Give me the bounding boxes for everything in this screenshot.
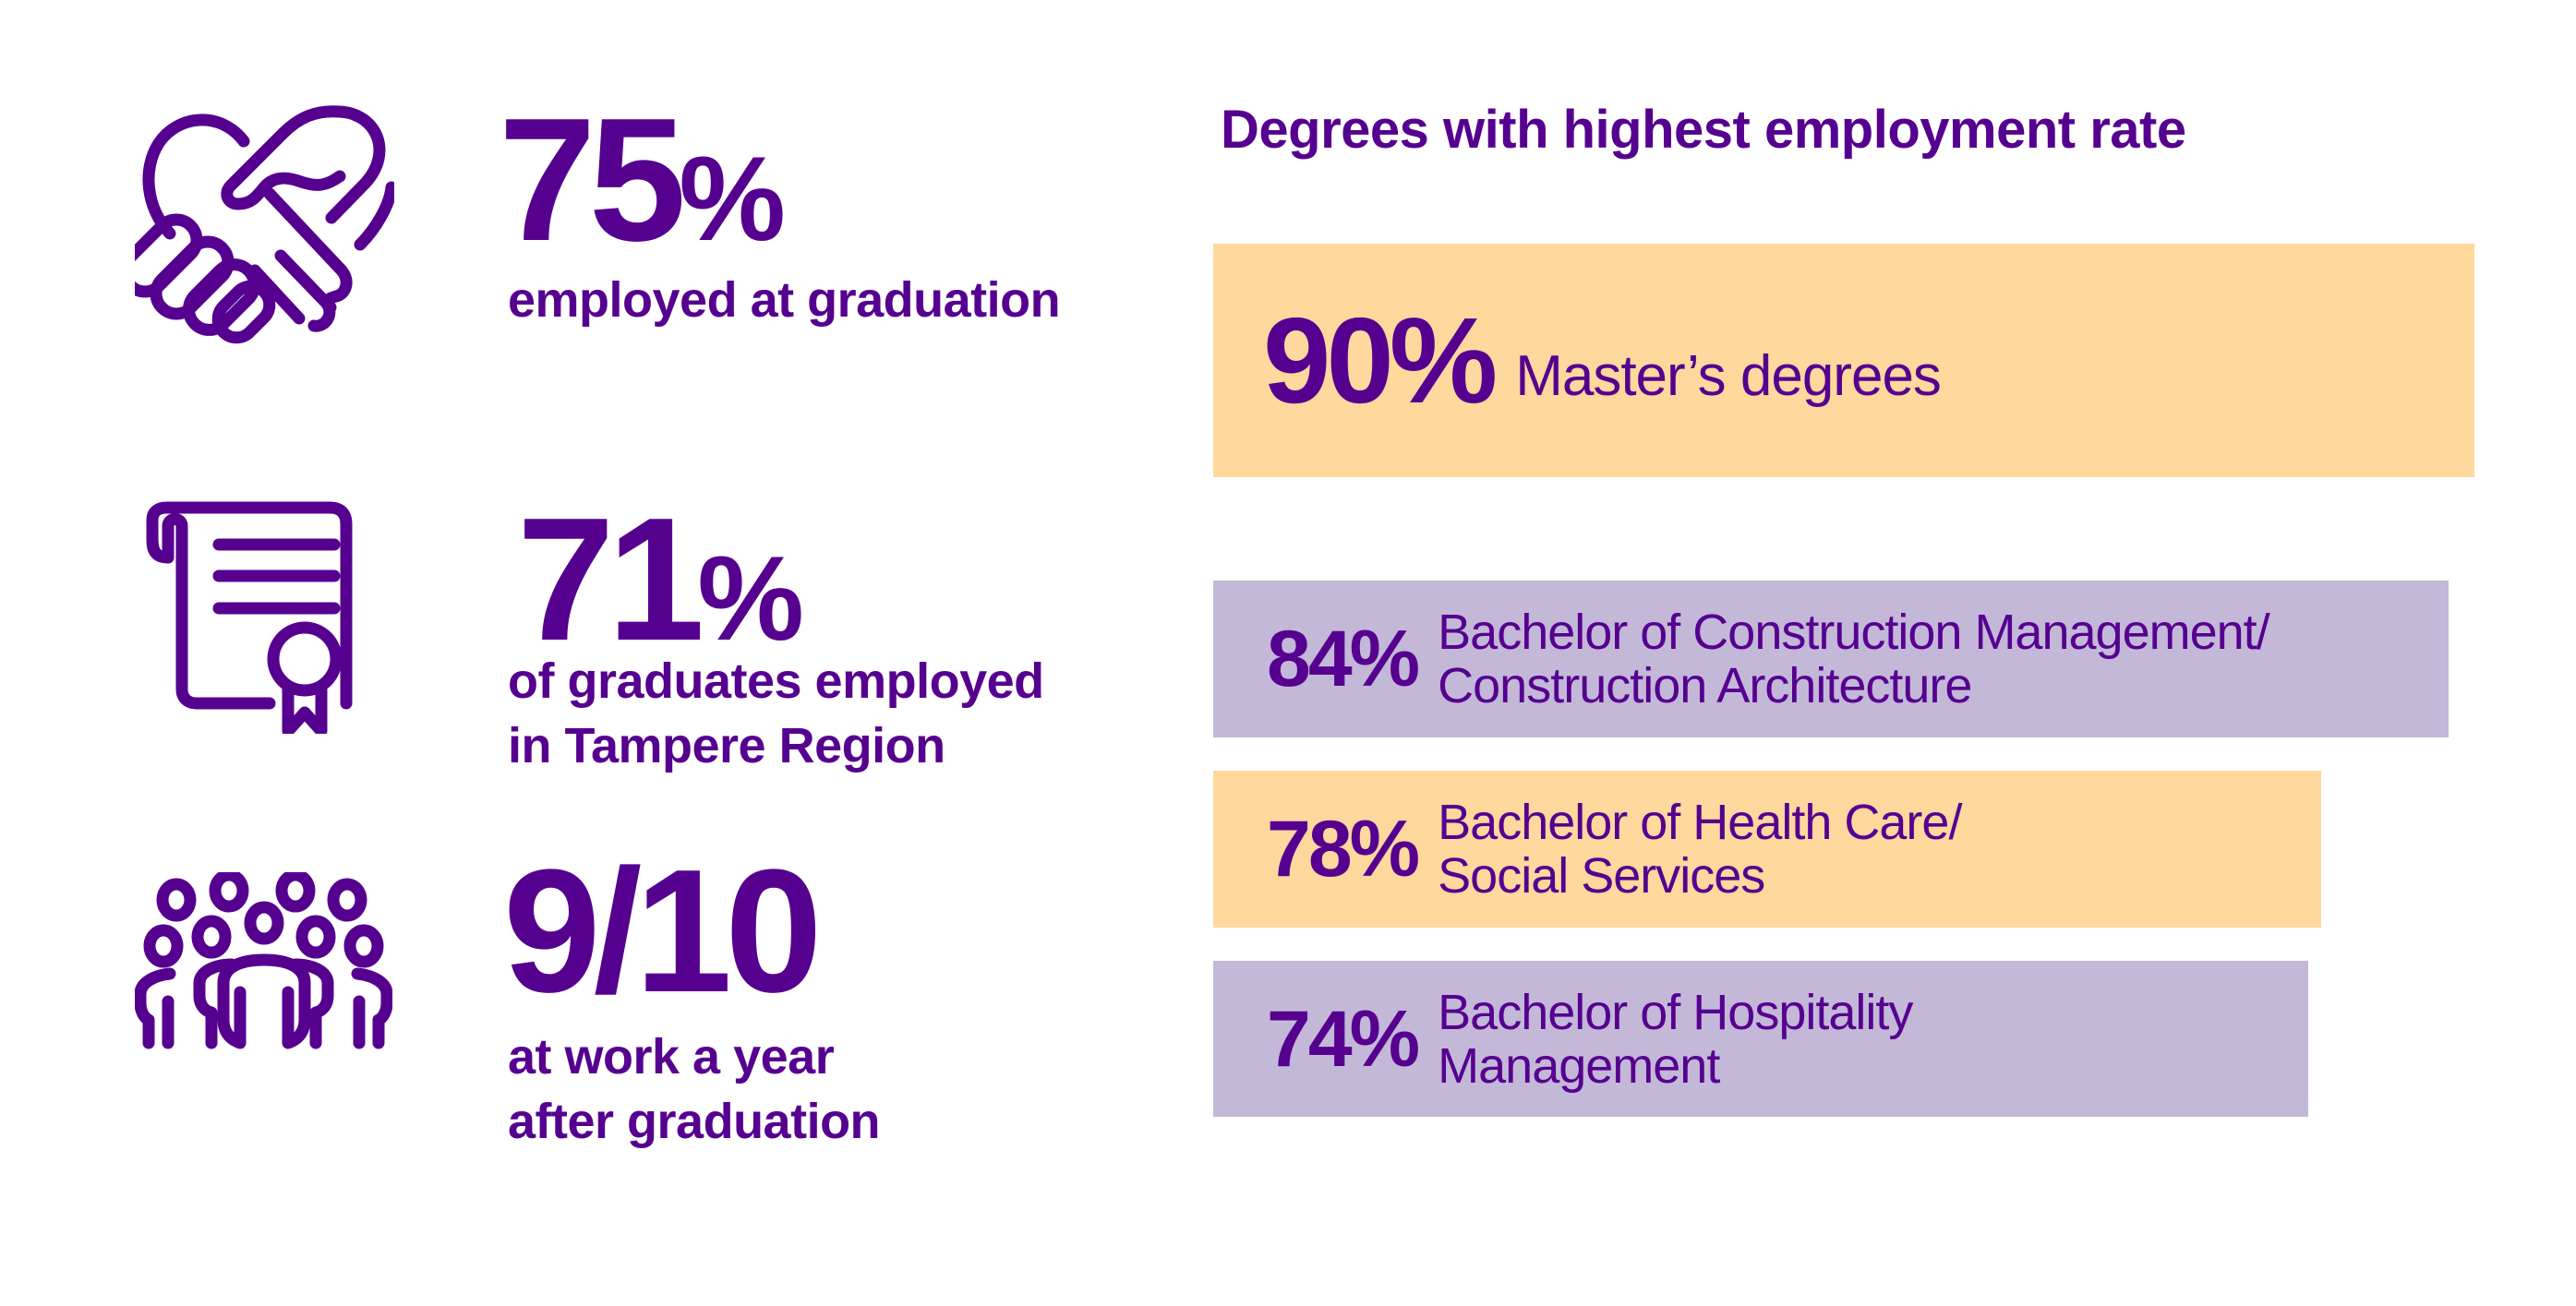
degree-rate: 74% bbox=[1267, 994, 1420, 1084]
diploma-certificate-icon bbox=[145, 500, 353, 734]
stat-caption-employed-in-region: of graduates employed in Tampere Region bbox=[508, 653, 1044, 773]
stat-caption-at-work-after-year: at work a year after graduation bbox=[508, 1029, 881, 1149]
degree-rate: 78% bbox=[1267, 805, 1420, 893]
chart-title: Degrees with highest employment rate bbox=[1221, 100, 2186, 160]
degree-bar-masters: 90% Master’s degrees bbox=[1213, 244, 2474, 477]
stat-value-at-work-after-year: 9/10 bbox=[503, 844, 823, 1019]
stat-caption-employed-at-graduation: employed at graduation bbox=[508, 272, 1061, 328]
stat-percent-sign: % bbox=[679, 131, 786, 266]
degree-bar-health-care: 78% Bachelor of Health Care/ Social Serv… bbox=[1213, 771, 2321, 928]
degree-bar-hospitality: 74% Bachelor of Hospitality Management bbox=[1213, 961, 2308, 1117]
stat-percent-sign: % bbox=[697, 531, 804, 665]
degree-label: Bachelor of Health Care/ Social Services bbox=[1438, 795, 1962, 904]
stat-value-employed-in-region: 71% bbox=[517, 492, 804, 667]
handshake-heart-icon bbox=[135, 104, 394, 346]
degree-rate: 84% bbox=[1267, 615, 1420, 703]
degree-bar-construction: 84% Bachelor of Construction Management/… bbox=[1213, 581, 2449, 737]
stat-number: 9/10 bbox=[503, 833, 823, 1029]
people-group-icon bbox=[135, 872, 392, 1050]
degree-label: Master’s degrees bbox=[1515, 343, 1942, 408]
degree-rate: 90% bbox=[1263, 292, 1498, 428]
stat-value-employed-at-graduation: 75% bbox=[499, 92, 786, 268]
stat-number: 75 bbox=[499, 82, 686, 278]
degree-label: Bachelor of Hospitality Management bbox=[1438, 984, 1913, 1094]
degree-label: Bachelor of Construction Management/ Con… bbox=[1438, 605, 2270, 713]
stat-number: 71 bbox=[517, 482, 704, 677]
